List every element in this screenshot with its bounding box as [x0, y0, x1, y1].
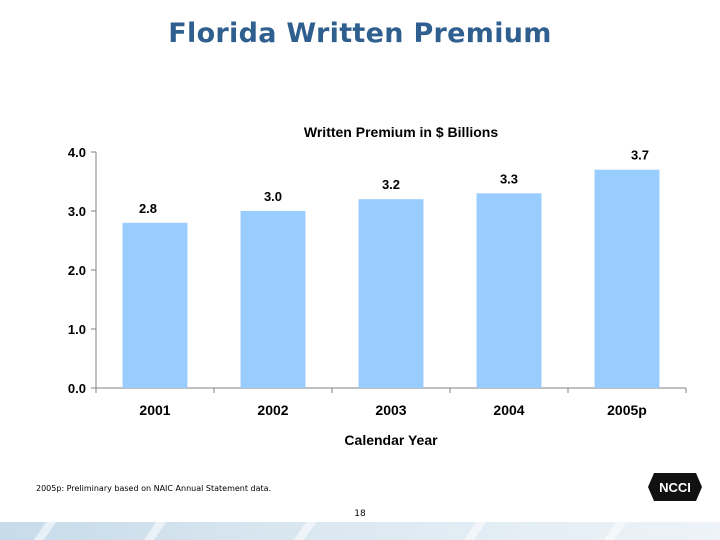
bottom-decorative-band	[0, 522, 720, 540]
y-tick-label: 3.0	[68, 204, 86, 219]
y-tick-label: 2.0	[68, 263, 86, 278]
bar-2001	[122, 222, 188, 388]
x-tick-label: 2004	[493, 402, 524, 418]
x-tick-label: 2005p	[607, 402, 647, 418]
page-number: 18	[354, 509, 366, 519]
y-tick-label: 0.0	[68, 381, 86, 396]
data-label-2004: 3.3	[500, 171, 518, 186]
ncci-logo: NCCI	[648, 473, 702, 501]
data-label-2005p: 3.7	[631, 148, 649, 163]
bar-chart: Written Premium in $ Billions 0.0 1.0 2.0 3.…	[68, 124, 687, 448]
data-label-2002: 3.0	[264, 189, 282, 204]
data-label-2003: 3.2	[382, 177, 400, 192]
footnote: 2005p: Preliminary based on NAIC Annual …	[36, 484, 272, 493]
y-tick-label: 1.0	[68, 322, 86, 337]
svg-text:NCCI: NCCI	[659, 480, 691, 495]
x-axis-title: Calendar Year	[344, 432, 438, 448]
bar-2005p	[594, 169, 660, 388]
bar-2004	[476, 193, 542, 388]
x-tick-label: 2001	[139, 402, 170, 418]
slide-title: Florida Written Premium	[168, 18, 552, 49]
bar-2003	[358, 199, 424, 388]
chart-title: Written Premium in $ Billions	[304, 124, 498, 140]
data-label-2001: 2.8	[139, 201, 157, 216]
x-tick-label: 2003	[375, 402, 406, 418]
bar-2002	[240, 211, 306, 388]
x-tick-label: 2002	[257, 402, 288, 418]
y-tick-label: 4.0	[68, 145, 86, 160]
